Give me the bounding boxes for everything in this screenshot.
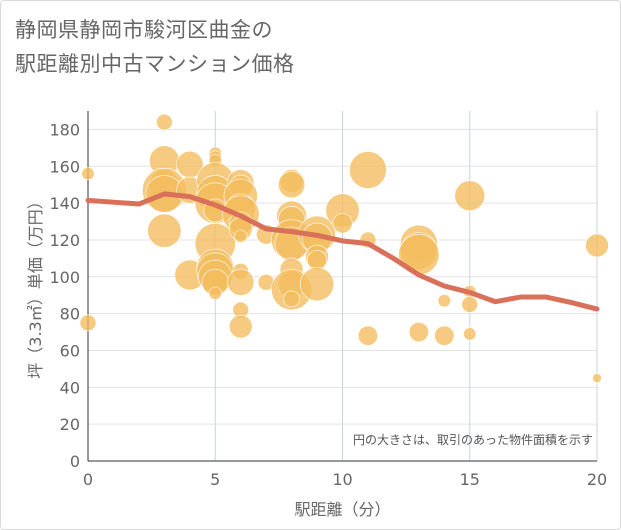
data-bubble: [306, 250, 328, 271]
x-tick-label: 10: [332, 470, 352, 489]
data-bubble: [156, 113, 173, 131]
chart-title-line2: 駅距離別中古マンション価格: [15, 52, 295, 76]
data-bubble: [227, 268, 255, 296]
data-bubble: [299, 267, 335, 302]
y-tick-label: 80: [60, 305, 80, 324]
y-tick-label: 20: [60, 415, 80, 434]
data-bubble: [332, 213, 353, 234]
data-bubble: [434, 325, 455, 346]
data-bubble: [234, 229, 248, 243]
data-bubble: [398, 234, 440, 276]
data-bubble: [408, 322, 429, 343]
size-note: 円の大きさは、取引のあった物件面積を示す: [353, 432, 593, 447]
x-tick-label: 5: [210, 470, 220, 489]
y-tick-label: 40: [60, 378, 80, 397]
data-bubble: [79, 314, 97, 332]
data-bubble: [437, 294, 451, 308]
x-axis-label: 駅距離（分）: [294, 500, 390, 519]
y-tick-label: 140: [49, 194, 80, 213]
data-bubble: [283, 290, 300, 308]
chart-title-line1: 静岡県静岡市駿河区曲金の: [15, 18, 273, 42]
y-tick-label: 160: [49, 157, 80, 176]
y-tick-label: 0: [70, 452, 80, 471]
data-bubble: [454, 180, 486, 212]
x-tick-label: 20: [587, 470, 607, 489]
data-bubble: [585, 233, 609, 258]
data-bubble: [228, 314, 253, 339]
data-bubble: [357, 325, 379, 346]
y-tick-label: 120: [49, 231, 80, 250]
trend-line: [85, 191, 600, 312]
data-bubble: [147, 213, 182, 248]
y-tick-label: 100: [49, 268, 80, 287]
data-bubble: [278, 171, 306, 199]
data-bubble: [463, 327, 477, 341]
y-axis-label: 坪（3.3㎡）単価（万円）: [26, 193, 45, 378]
x-tick-label: 15: [460, 470, 480, 489]
data-bubble: [349, 151, 387, 189]
y-tick-label: 180: [49, 120, 80, 139]
data-bubble: [461, 296, 479, 313]
y-tick-label: 60: [60, 341, 80, 360]
x-tick-label: 0: [83, 470, 93, 489]
data-bubble: [592, 373, 602, 383]
data-bubble: [81, 167, 95, 181]
data-bubble: [208, 286, 222, 300]
chart-title: 静岡県静岡市駿河区曲金の 駅距離別中古マンション価格: [15, 13, 575, 81]
